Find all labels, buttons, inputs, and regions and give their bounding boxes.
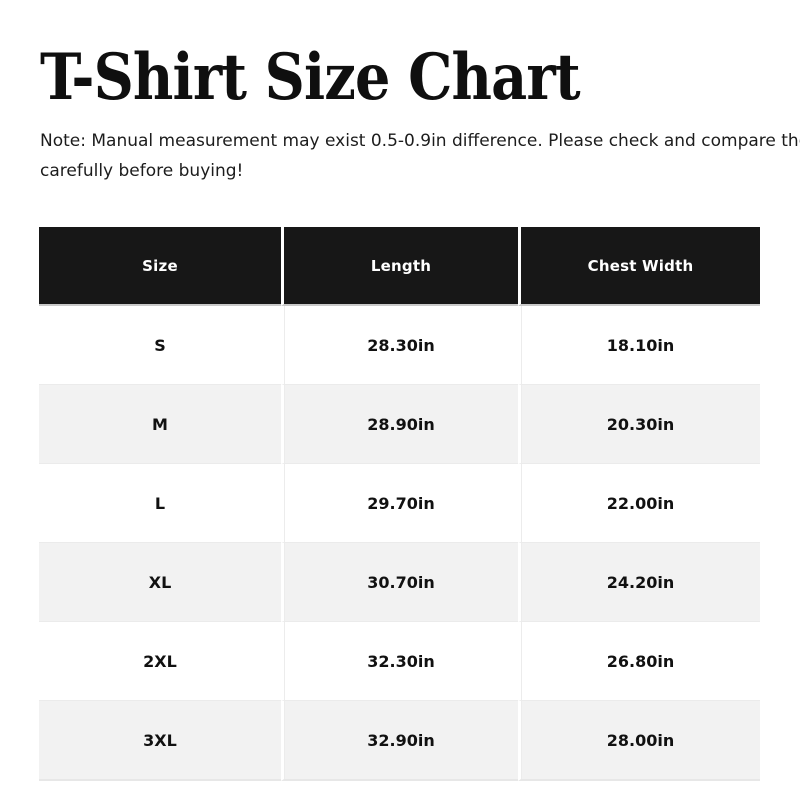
chest-width-cell: 20.30in [518, 384, 760, 463]
size-cell: S [39, 306, 281, 384]
size-cell: XL [39, 542, 281, 621]
size-cell: 3XL [39, 700, 281, 781]
size-cell: M [39, 384, 281, 463]
length-cell: 32.90in [281, 700, 518, 781]
note-line-1: Note: Manual measurement may exist 0.5-0… [40, 131, 800, 151]
chest-width-cell: 28.00in [518, 700, 760, 781]
size-chart-page: T-Shirt Size Chart Note: Manual measurem… [0, 46, 800, 800]
table-row: 2XL 32.30in 26.80in [39, 621, 760, 700]
column-header-length: Length [281, 227, 518, 306]
column-header-chest-width: Chest Width [518, 227, 760, 306]
note-line-2: carefully before buying! [40, 161, 244, 181]
size-chart-table: Size Length Chest Width S 28.30in 18.10i… [39, 227, 760, 781]
length-cell: 32.30in [281, 621, 518, 700]
size-cell: L [39, 463, 281, 542]
table-header-row: Size Length Chest Width [39, 227, 760, 306]
table-row: M 28.90in 20.30in [39, 384, 760, 463]
table-row: L 29.70in 22.00in [39, 463, 760, 542]
length-cell: 28.90in [281, 384, 518, 463]
page-title: T-Shirt Size Chart [40, 40, 581, 115]
size-cell: 2XL [39, 621, 281, 700]
chest-width-cell: 22.00in [518, 463, 760, 542]
note: Note: Manual measurement may exist 0.5-0… [40, 126, 800, 186]
chest-width-cell: 24.20in [518, 542, 760, 621]
table-row: XL 30.70in 24.20in [39, 542, 760, 621]
column-header-size: Size [39, 227, 281, 306]
table-row: S 28.30in 18.10in [39, 306, 760, 384]
length-cell: 29.70in [281, 463, 518, 542]
chest-width-cell: 26.80in [518, 621, 760, 700]
table-row: 3XL 32.90in 28.00in [39, 700, 760, 781]
length-cell: 30.70in [281, 542, 518, 621]
length-cell: 28.30in [281, 306, 518, 384]
chest-width-cell: 18.10in [518, 306, 760, 384]
